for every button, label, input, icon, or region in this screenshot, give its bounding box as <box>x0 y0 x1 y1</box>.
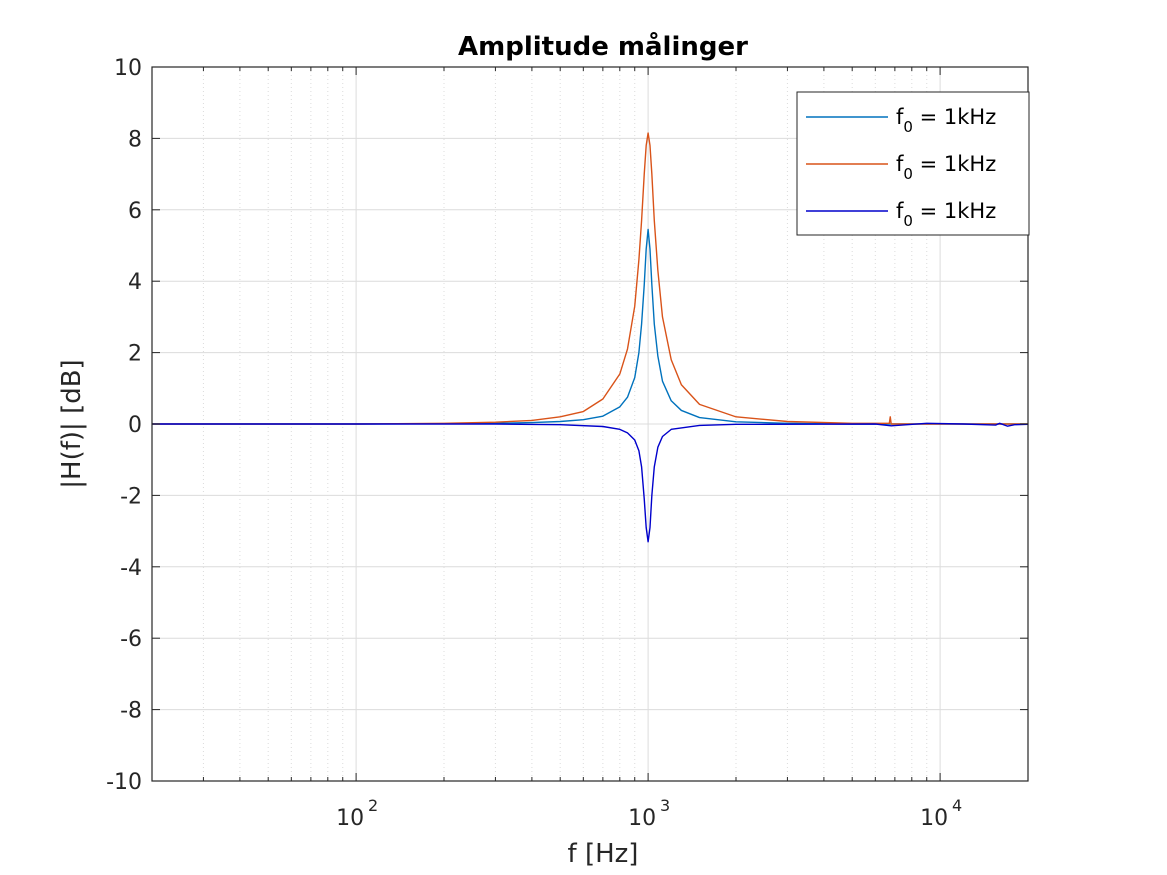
x-axis-title: f [Hz] <box>568 839 639 869</box>
series-line-2 <box>152 132 1028 425</box>
x-tick-label: 10 <box>628 806 656 831</box>
y-tick-label: -10 <box>106 770 142 795</box>
y-tick-label: -8 <box>120 699 142 724</box>
y-tick-label: -6 <box>120 627 142 652</box>
y-tick-label: 4 <box>128 270 142 295</box>
x-tick-label: 10 <box>920 806 948 831</box>
y-tick-label: 0 <box>128 413 142 438</box>
x-tick-exponent: 3 <box>660 796 670 815</box>
x-tick-exponent: 2 <box>368 796 378 815</box>
y-tick-label: 8 <box>128 127 142 152</box>
y-tick-label: -2 <box>120 484 142 509</box>
y-axis-title: |H(f)| [dB] <box>57 359 87 488</box>
x-tick-label: 10 <box>336 806 364 831</box>
x-tick-exponent: 4 <box>952 796 962 815</box>
y-tick-label: -4 <box>120 556 142 581</box>
legend-label-1: f0 = 1kHz <box>896 105 996 136</box>
legend-label-2: f0 = 1kHz <box>896 152 996 183</box>
chart-title: Amplitude målinger <box>458 30 748 62</box>
legend: f0 = 1kHz f0 = 1kHz f0 = 1kHz <box>796 91 1030 236</box>
y-tick-label: 10 <box>114 56 142 81</box>
series-layer <box>152 132 1029 543</box>
legend-label-3: f0 = 1kHz <box>896 199 996 230</box>
y-tick-label: 2 <box>128 342 142 367</box>
series-line-1 <box>152 228 1028 425</box>
series-line-3 <box>152 422 1029 543</box>
y-tick-label: 6 <box>128 199 142 224</box>
